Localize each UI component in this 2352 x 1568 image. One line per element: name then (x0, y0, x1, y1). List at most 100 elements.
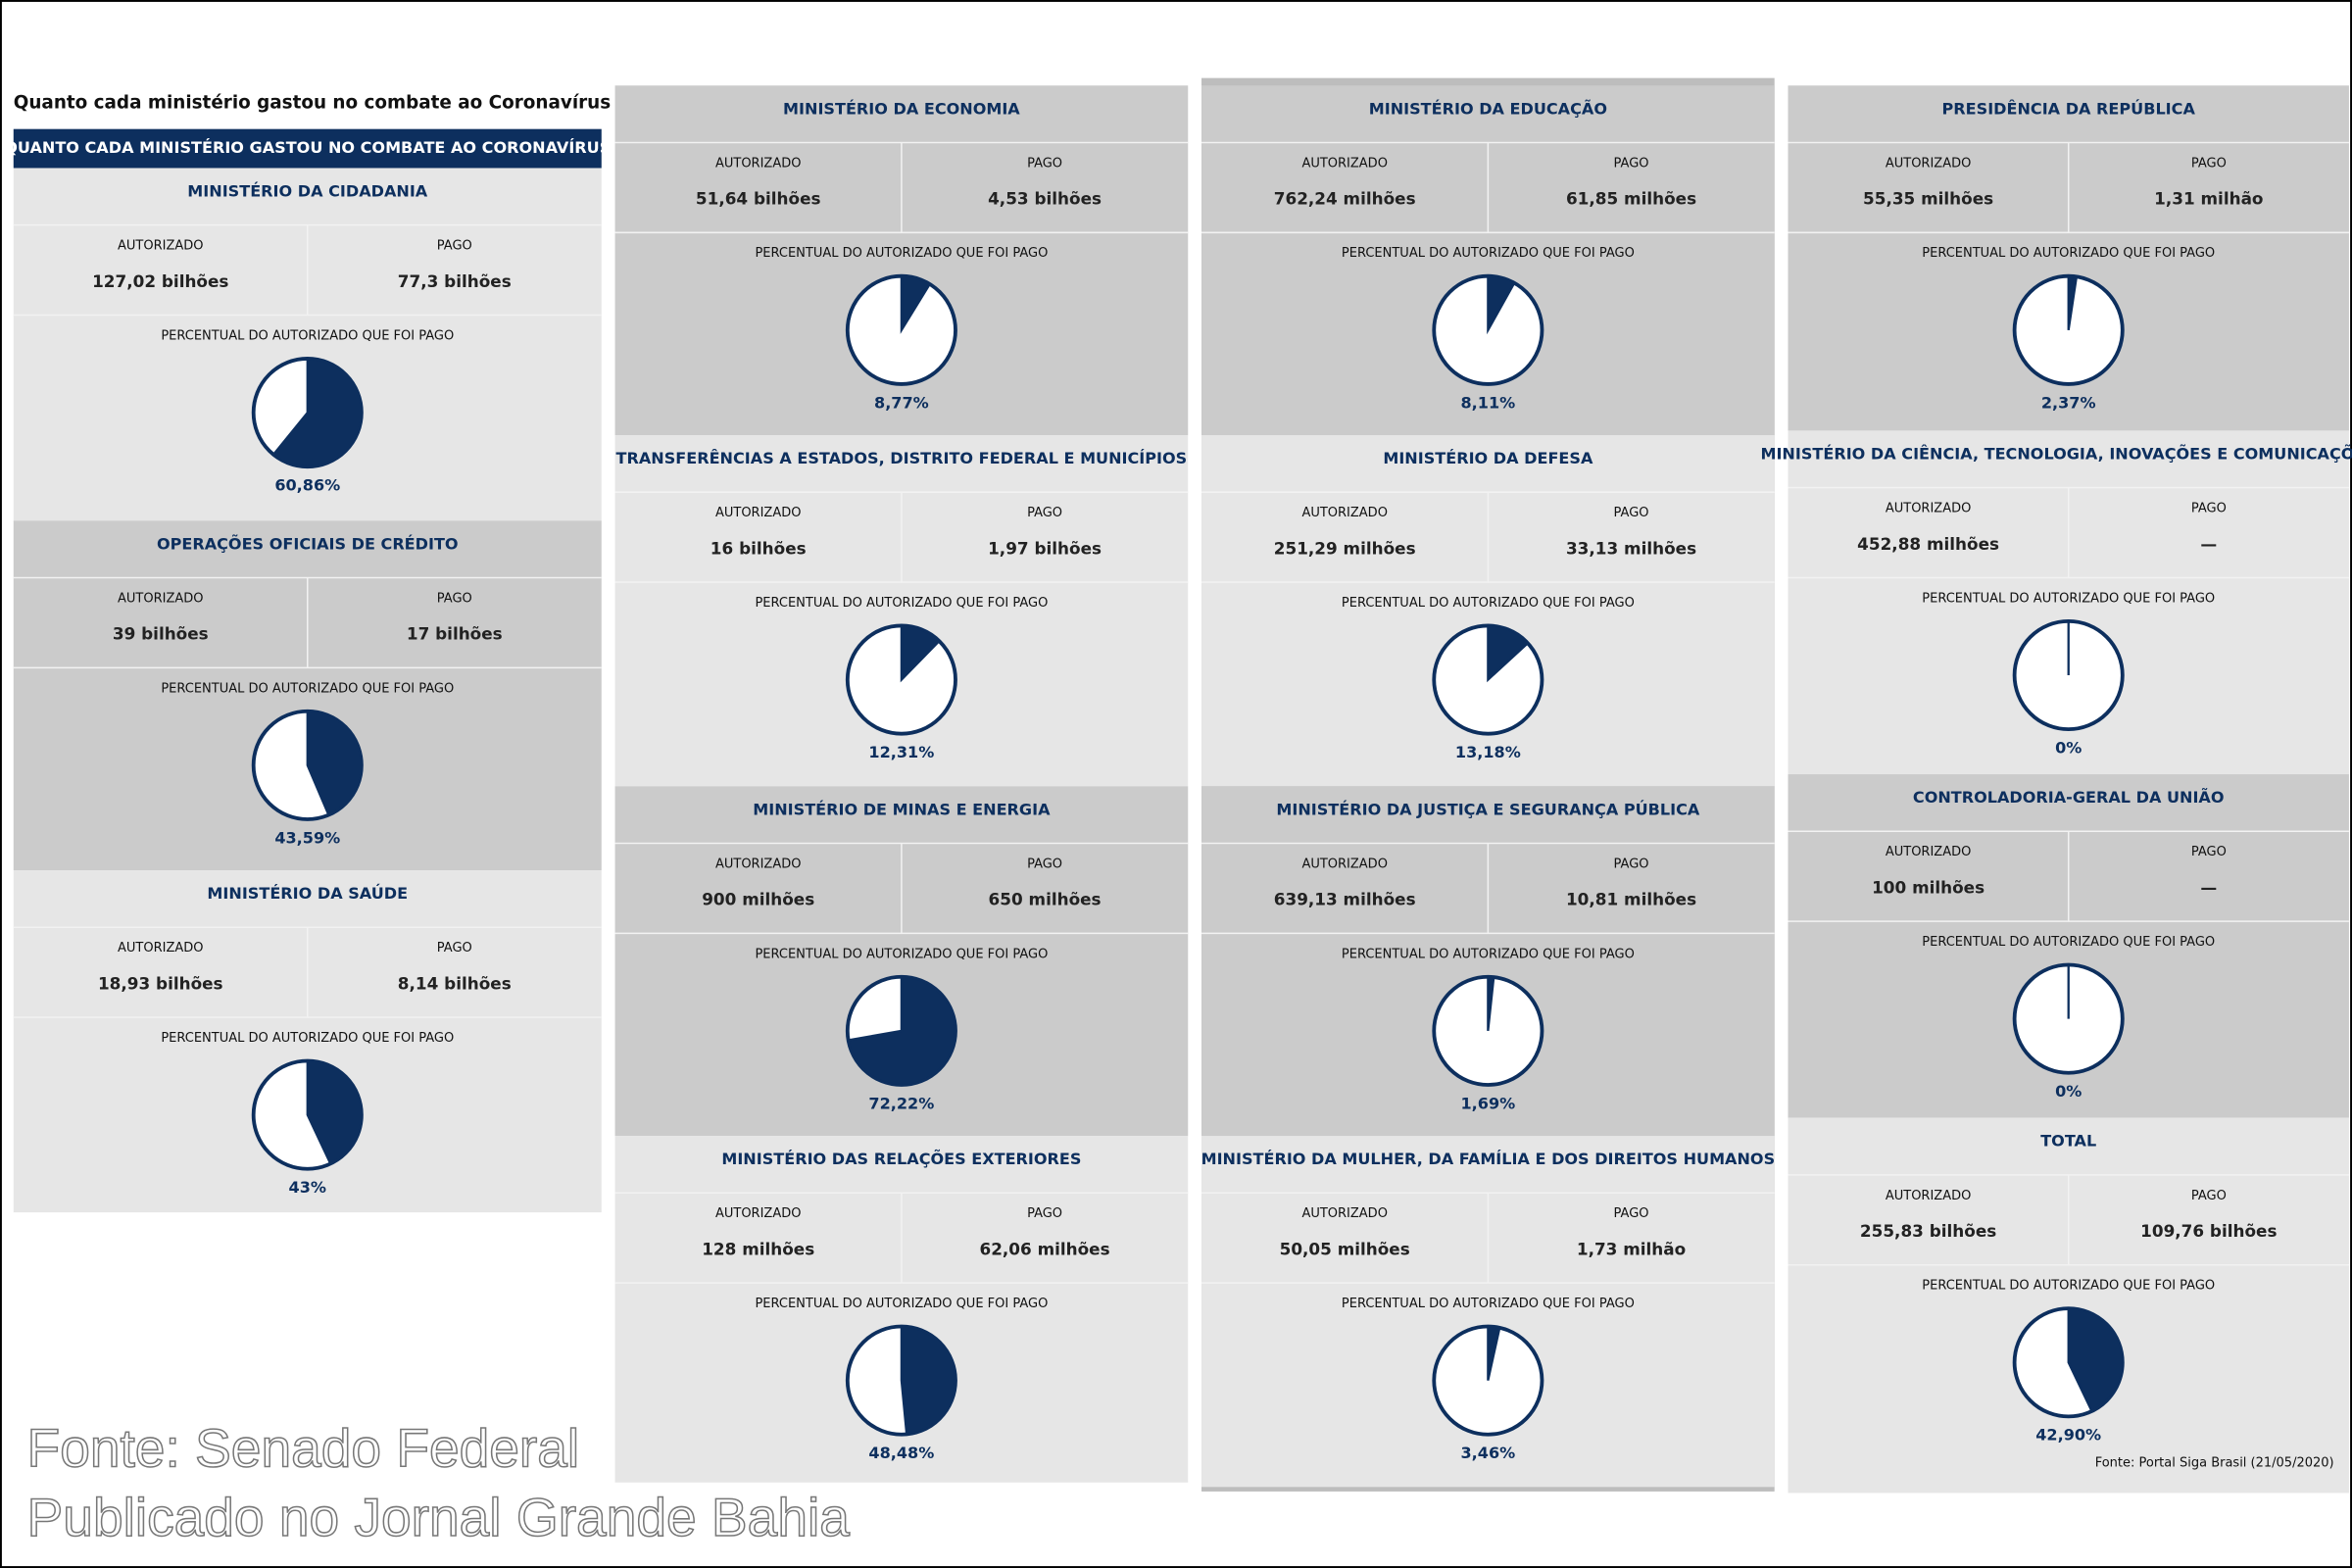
authorized-value: 128 milhões (702, 1239, 814, 1258)
authorized-value: 16 bilhões (710, 538, 807, 558)
authorized-value: 100 milhões (1872, 877, 1984, 897)
authorized-label: AUTORIZADO (1301, 857, 1387, 871)
paid-value: 1,73 milhão (1577, 1239, 1686, 1258)
card-title: MINISTÉRIO DA SAÚDE (207, 884, 408, 903)
paid-value: 62,06 milhões (980, 1239, 1110, 1258)
authorized-value: 55,35 milhões (1863, 189, 1993, 209)
paid-value: 10,81 milhões (1566, 890, 1696, 909)
authorized-value: 639,13 milhões (1274, 890, 1416, 909)
pie-slice (306, 1059, 363, 1166)
percent-value: 72,22% (868, 1094, 934, 1112)
authorized-label: AUTORIZADO (715, 857, 801, 871)
percent-label: PERCENTUAL DO AUTORIZADO QUE FOI PAGO (1342, 1297, 1635, 1311)
percent-value: 43,59% (274, 828, 340, 847)
percent-value: 42,90% (2035, 1426, 2101, 1445)
card-title: MINISTÉRIO DAS RELAÇÕES EXTERIORES (721, 1150, 1081, 1168)
authorized-label: AUTORIZADO (1301, 506, 1387, 520)
authorized-value: 251,29 milhões (1274, 538, 1416, 558)
paid-value: 8,14 bilhões (398, 973, 512, 993)
paid-value: 109,76 bilhões (2140, 1221, 2277, 1241)
paid-value: 4,53 bilhões (988, 189, 1102, 209)
paid-value: 61,85 milhões (1566, 189, 1696, 209)
pie-slice (271, 357, 363, 468)
percent-label: PERCENTUAL DO AUTORIZADO QUE FOI PAGO (161, 328, 454, 343)
card-title: MINISTÉRIO DA CIDADANIA (187, 181, 427, 200)
authorized-value: 18,93 bilhões (98, 973, 223, 993)
paid-label: PAGO (1027, 506, 1062, 520)
paid-label: PAGO (1614, 506, 1649, 520)
watermark: Publicado no Jornal Grande Bahia (27, 1487, 851, 1547)
paid-value: 33,13 milhões (1566, 538, 1696, 558)
paid-label: PAGO (2191, 156, 2227, 171)
pie-slice (900, 274, 932, 334)
authorized-value: 452,88 milhões (1857, 534, 1999, 554)
card-title: MINISTÉRIO DA EDUCAÇÃO (1369, 99, 1607, 118)
authorized-label: AUTORIZADO (118, 591, 203, 606)
authorized-label: AUTORIZADO (715, 156, 801, 171)
percent-value: 8,77% (874, 393, 929, 412)
cards: MINISTÉRIO DA CIDADANIA AUTORIZADO PAGO 127… (13, 77, 2352, 1494)
percent-value: 2,37% (2041, 393, 2096, 412)
authorized-value: 900 milhões (702, 890, 814, 909)
pie-slice (1487, 1325, 1501, 1381)
percent-label: PERCENTUAL DO AUTORIZADO QUE FOI PAGO (1342, 246, 1635, 261)
card-title: MINISTÉRIO DA DEFESA (1383, 449, 1593, 467)
authorized-value: 127,02 bilhões (92, 271, 228, 291)
percent-value: 3,46% (1461, 1444, 1516, 1462)
paid-label: PAGO (437, 239, 472, 254)
card-title: PRESIDÊNCIA DA REPÚBLICA (1942, 99, 2196, 118)
banner-bg (13, 128, 602, 169)
overlay: Fonte: Portal Siga Brasil (21/05/2020) Fo… (26, 1417, 2334, 1548)
paid-label: PAGO (1614, 1206, 1649, 1221)
percent-label: PERCENTUAL DO AUTORIZADO QUE FOI PAGO (755, 596, 1048, 611)
paid-value: 17 bilhões (407, 624, 503, 644)
paid-label: PAGO (1027, 857, 1062, 871)
card-title: MINISTÉRIO DA MULHER, DA FAMÍLIA E DOS D… (1201, 1150, 1776, 1168)
percent-label: PERCENTUAL DO AUTORIZADO QUE FOI PAGO (1922, 246, 2215, 261)
card-title: OPERAÇÕES OFICIAIS DE CRÉDITO (157, 534, 459, 553)
card-title: CONTROLADORIA-GERAL DA UNIÃO (1913, 788, 2225, 807)
card-title: MINISTÉRIO DA ECONOMIA (783, 99, 1020, 118)
pie-slice (1487, 624, 1530, 683)
percent-label: PERCENTUAL DO AUTORIZADO QUE FOI PAGO (1922, 591, 2215, 606)
paid-value: — (2200, 534, 2217, 554)
authorized-label: AUTORIZADO (118, 239, 203, 254)
pie-slice (1487, 274, 1516, 335)
paid-label: PAGO (2191, 1189, 2227, 1203)
card-title: MINISTÉRIO DA JUSTIÇA E SEGURANÇA PÚBLIC… (1276, 800, 1700, 818)
paid-label: PAGO (437, 591, 472, 606)
authorized-label: AUTORIZADO (1886, 845, 1971, 859)
percent-value: 0% (2055, 1082, 2082, 1101)
percent-value: 60,86% (274, 476, 340, 495)
authorized-label: AUTORIZADO (1301, 156, 1387, 171)
paid-label: PAGO (2191, 845, 2227, 859)
pie-slice (900, 1325, 957, 1436)
percent-label: PERCENTUAL DO AUTORIZADO QUE FOI PAGO (1922, 935, 2215, 950)
pie-slice (900, 624, 942, 683)
percent-label: PERCENTUAL DO AUTORIZADO QUE FOI PAGO (1922, 1279, 2215, 1294)
authorized-value: 762,24 milhões (1274, 189, 1416, 209)
card-title: MINISTÉRIO DE MINAS E ENERGIA (753, 800, 1051, 818)
paid-value: — (2200, 877, 2217, 897)
paid-label: PAGO (1027, 156, 1062, 171)
headline: Quanto cada ministério gastou no combate… (14, 93, 611, 114)
percent-value: 1,69% (1461, 1094, 1516, 1112)
authorized-value: 51,64 bilhões (696, 189, 821, 209)
paid-label: PAGO (2191, 502, 2227, 516)
percent-value: 0% (2055, 739, 2082, 758)
authorized-label: AUTORIZADO (1886, 156, 1971, 171)
authorized-label: AUTORIZADO (715, 1206, 801, 1221)
percent-value: 43% (289, 1178, 326, 1197)
pie-slice (306, 710, 363, 817)
pie-slice (847, 975, 957, 1087)
card-title: TOTAL (2040, 1132, 2096, 1151)
paid-value: 1,97 bilhões (988, 538, 1102, 558)
paid-value: 650 milhões (989, 890, 1102, 909)
paid-label: PAGO (437, 941, 472, 956)
authorized-label: AUTORIZADO (1886, 1189, 1971, 1203)
authorized-label: AUTORIZADO (1301, 1206, 1387, 1221)
pie-slice (2067, 274, 2079, 331)
authorized-value: 50,05 milhões (1280, 1239, 1410, 1258)
